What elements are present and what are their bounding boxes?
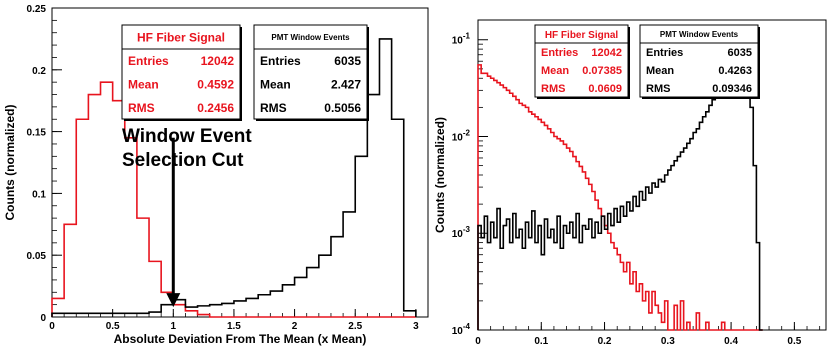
stat-box-title: HF Fiber Signal <box>137 31 225 45</box>
y-tick-label: 0.05 <box>27 251 47 262</box>
stat-row-value: 0.4592 <box>197 78 234 92</box>
stat-row-label: RMS <box>646 83 670 95</box>
x-tick-label: 0.4 <box>724 336 738 347</box>
y-tick-label: 0.2 <box>32 66 46 77</box>
stat-row-label: Entries <box>646 47 683 59</box>
y-tick-label: 10-2 <box>452 128 471 143</box>
stat-row-value: 6035 <box>334 54 361 68</box>
x-tick-label: 0.5 <box>106 321 120 332</box>
x-tick-label: 1.5 <box>227 321 241 332</box>
x-tick-label: 0 <box>475 336 481 347</box>
stat-box-frame <box>534 24 629 98</box>
x-tick-label: 1 <box>171 321 177 332</box>
stat-row-label: Mean <box>260 78 291 92</box>
stat-row-value: 12042 <box>591 47 622 59</box>
x-tick-label: 0 <box>49 321 55 332</box>
stat-row-label: Mean <box>541 65 569 77</box>
stat-row-label: Entries <box>541 47 578 59</box>
stat-row-value: 0.4263 <box>718 65 752 77</box>
stat-row-label: Entries <box>128 54 169 68</box>
stat-box-title: PMT Window Events <box>271 33 350 42</box>
stat-row-label: RMS <box>260 101 287 115</box>
y-tick-label: 0.25 <box>27 4 47 15</box>
x-tick-label: 2 <box>292 321 298 332</box>
stat-row-label: Mean <box>128 78 159 92</box>
histogram-series-pmt-window-events <box>51 38 417 317</box>
y-axis-label: Counts (normalized) <box>3 104 17 220</box>
stat-row-label: Mean <box>646 65 674 77</box>
x-tick-label: 3 <box>413 321 419 332</box>
stat-row-value: 12042 <box>201 54 235 68</box>
selection-cut-arrow-head <box>166 293 181 308</box>
stat-row-label: RMS <box>128 101 155 115</box>
x-tick-label: 0.1 <box>534 336 548 347</box>
x-axis-label: Absolute Deviation From The Mean (x Mean… <box>114 332 367 346</box>
x-tick-label: 2.5 <box>348 321 362 332</box>
stat-box-title: HF Fiber Signal <box>545 30 619 41</box>
stat-row-label: Entries <box>260 54 301 68</box>
stat-box-hf-fiber-signal: HF Fiber Signal Entries 12042 Mean 0.4592 RMS… <box>121 24 242 121</box>
annotation-line-2: Selection Cut <box>122 150 244 171</box>
stat-row-value: 0.0609 <box>588 83 622 95</box>
x-tick-label: 0.5 <box>787 336 801 347</box>
stat-row-value: 0.2456 <box>197 101 234 115</box>
stat-row-value: 2.427 <box>331 78 361 92</box>
y-tick-label: 0.15 <box>27 128 47 139</box>
y-tick-label: 10-1 <box>452 32 471 47</box>
stat-box-frame <box>639 24 759 98</box>
x-tick-label: 0.2 <box>598 336 612 347</box>
stat-row-value: 0.07385 <box>582 65 622 77</box>
x-tick-label: 0.3 <box>661 336 675 347</box>
y-tick-label: 10-3 <box>452 225 471 240</box>
y-tick-label: 0 <box>40 313 46 324</box>
stat-row-value: 0.5056 <box>324 101 361 115</box>
stat-box-hf-fiber-signal: HF Fiber Signal Entries 12042 Mean 0.07385 RM… <box>534 24 630 99</box>
chart-panel-1: 0 0.5 1 1.5 2 2.5 3 0 0.05 0.1 0.15 0.2 0.25 Absolute… <box>3 4 429 346</box>
histogram-series-hf-fiber-signal <box>477 64 763 331</box>
y-tick-label: 10-4 <box>452 322 471 337</box>
stat-row-value: 0.09346 <box>712 83 752 95</box>
stat-box-frame <box>253 24 368 120</box>
stat-box-pmt-window-events: PMT Window Events Entries 6035 Mean 0.4263 RM… <box>639 24 760 99</box>
stat-box-frame <box>121 24 241 120</box>
stat-row-value: 6035 <box>728 47 752 59</box>
y-tick-label: 0.1 <box>32 189 46 200</box>
stat-row-label: RMS <box>541 83 565 95</box>
histogram-series-pmt-window-events <box>477 41 763 331</box>
stat-box-pmt-window-events: PMT Window Events Entries 6035 Mean 2.427 RMS… <box>253 24 369 121</box>
annotation-line-1: Window Event <box>122 126 252 147</box>
stat-box-title: PMT Window Events <box>660 30 739 39</box>
y-axis-label: Counts (normalized) <box>433 117 447 233</box>
chart-panel-2: 0 0.1 0.2 0.3 0.4 0.5 10-4 10-3 10-2 10-1 Counts (… <box>433 19 827 347</box>
